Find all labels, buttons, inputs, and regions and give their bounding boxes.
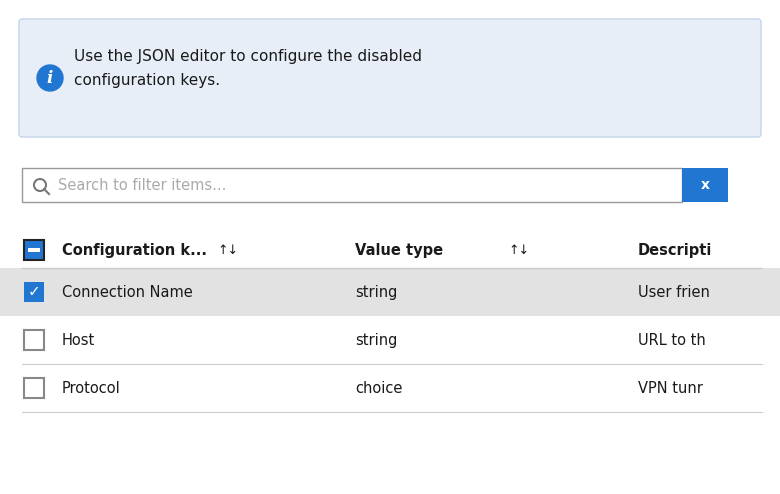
Circle shape — [37, 65, 63, 91]
FancyBboxPatch shape — [19, 19, 761, 137]
Text: ↑↓: ↑↓ — [217, 244, 238, 256]
Text: Configuration k...: Configuration k... — [62, 243, 207, 257]
Text: string: string — [355, 332, 397, 347]
Text: Host: Host — [62, 332, 95, 347]
Text: string: string — [355, 285, 397, 299]
Bar — [682, 168, 728, 202]
Text: i: i — [47, 70, 53, 87]
Text: User frien: User frien — [638, 285, 710, 299]
Bar — [0, 316, 780, 364]
Text: URL to th: URL to th — [638, 332, 706, 347]
Bar — [0, 268, 780, 316]
FancyBboxPatch shape — [24, 240, 44, 260]
Text: Use the JSON editor to configure the disabled: Use the JSON editor to configure the dis… — [74, 49, 422, 65]
Text: Descripti: Descripti — [638, 243, 712, 257]
Bar — [24, 378, 44, 398]
Bar — [24, 282, 44, 302]
Text: choice: choice — [355, 380, 402, 396]
Text: Protocol: Protocol — [62, 380, 121, 396]
Text: x: x — [700, 178, 710, 192]
Bar — [22, 168, 682, 202]
Text: ↑↓: ↑↓ — [508, 244, 529, 256]
Text: Connection Name: Connection Name — [62, 285, 193, 299]
Text: VPN tunr: VPN tunr — [638, 380, 703, 396]
Bar — [24, 330, 44, 350]
Text: Search to filter items...: Search to filter items... — [58, 177, 226, 193]
Bar — [0, 364, 780, 412]
Text: configuration keys.: configuration keys. — [74, 73, 220, 87]
Text: ✓: ✓ — [27, 285, 41, 299]
Bar — [28, 248, 40, 252]
Text: Value type: Value type — [355, 243, 443, 257]
